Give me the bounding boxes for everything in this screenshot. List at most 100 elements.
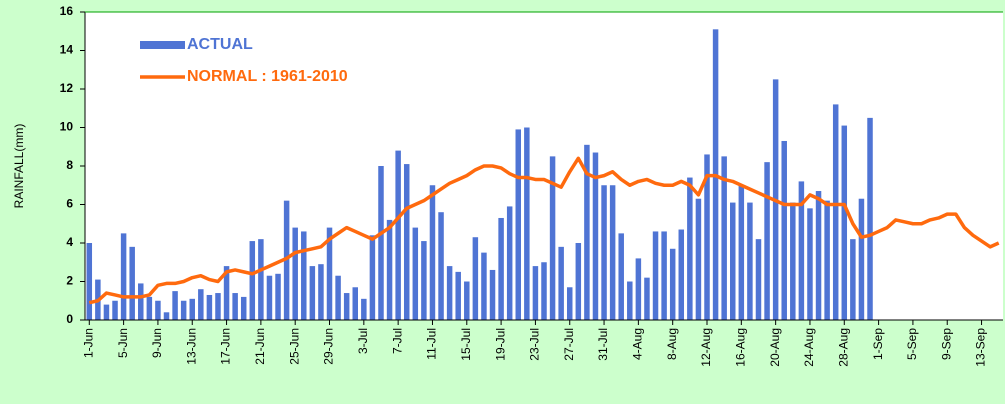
x-tick-label: 16-Aug — [733, 328, 747, 367]
bar — [858, 198, 865, 320]
bar — [421, 241, 427, 320]
bar — [146, 296, 153, 320]
y-tick-label: 8 — [66, 158, 73, 172]
bar — [721, 156, 727, 320]
line — [88, 156, 1000, 305]
bar — [738, 185, 745, 320]
bar — [481, 252, 487, 320]
bar — [455, 271, 461, 320]
bar — [378, 166, 384, 320]
bar — [730, 202, 736, 320]
bar — [549, 156, 556, 320]
x-tick-label: 27-Jul — [562, 328, 576, 361]
bar — [566, 287, 573, 320]
x-tick-label: 19-Jul — [493, 328, 507, 361]
bar — [215, 293, 221, 320]
x-tick-label: 7-Jul — [390, 328, 404, 354]
bar — [815, 191, 822, 320]
x-tick-label: 31-Jul — [596, 328, 610, 361]
bar — [755, 239, 762, 320]
bar — [687, 177, 693, 320]
x-tick-label: 13-Sep — [974, 328, 988, 367]
bar — [138, 283, 144, 320]
bar — [361, 298, 367, 320]
bar — [429, 185, 436, 320]
bar — [283, 200, 290, 320]
bar — [112, 300, 118, 320]
bar — [309, 266, 316, 320]
y-tick-label: 12 — [60, 81, 74, 95]
x-tick-label: 5-Jun — [116, 328, 130, 358]
bar — [446, 266, 453, 320]
bar — [609, 185, 616, 320]
x-tick-label: 9-Sep — [939, 328, 953, 360]
bar — [790, 202, 796, 320]
x-tick-label: 21-Jun — [253, 328, 267, 365]
bar — [669, 248, 676, 320]
x-tick-label: 12-Aug — [699, 328, 713, 367]
bar — [524, 127, 530, 320]
bar — [841, 125, 848, 320]
bar — [635, 258, 642, 320]
bar — [403, 164, 410, 320]
x-tick-label: 23-Jul — [528, 328, 542, 361]
x-tick-label: 20-Aug — [768, 328, 782, 367]
x-tick-label: 29-Jun — [322, 328, 336, 365]
bar — [352, 287, 358, 320]
bar — [86, 243, 93, 320]
bar — [867, 117, 873, 320]
x-tick-label: 15-Jul — [459, 328, 473, 361]
bar — [206, 294, 213, 320]
bar — [618, 233, 624, 320]
bar — [292, 227, 298, 320]
y-tick-label: 14 — [60, 43, 74, 57]
bar — [532, 266, 539, 320]
y-axis-label: RAINFALL(mm) — [12, 124, 26, 209]
bar — [155, 300, 161, 320]
bar — [369, 235, 376, 320]
bar — [678, 229, 685, 320]
bar — [326, 227, 333, 320]
bar — [498, 217, 504, 320]
x-tick-label: 5-Sep — [905, 328, 919, 360]
bar — [747, 202, 753, 320]
x-tick-label: 1-Sep — [871, 328, 885, 360]
bar — [558, 246, 564, 320]
bar — [781, 140, 787, 320]
bar — [232, 293, 238, 320]
bar — [318, 264, 324, 320]
x-tick-label: 13-Jun — [184, 328, 198, 365]
bar — [832, 104, 839, 321]
bar — [472, 237, 479, 320]
y-tick-label: 4 — [66, 235, 73, 249]
bar — [240, 296, 247, 320]
legend-label: ACTUAL — [187, 36, 253, 53]
y-tick-label: 10 — [60, 120, 74, 134]
bar — [129, 246, 135, 320]
bar — [249, 241, 256, 320]
bar — [103, 304, 110, 320]
bar — [798, 181, 805, 320]
x-tick-label: 28-Aug — [836, 328, 850, 367]
bar — [412, 227, 419, 320]
legend-label: NORMAL : 1961-2010 — [187, 68, 348, 85]
bar — [198, 289, 204, 320]
bar — [172, 291, 178, 320]
x-tick-label: 1-Jun — [81, 328, 95, 358]
bar — [704, 154, 710, 320]
bar — [644, 277, 650, 320]
x-tick-label: 9-Jun — [150, 328, 164, 358]
bar — [850, 239, 856, 320]
bar — [275, 273, 281, 320]
bar — [515, 129, 522, 320]
bar — [386, 219, 393, 320]
bar — [438, 212, 444, 320]
bar — [301, 231, 307, 320]
bar — [335, 275, 341, 320]
x-tick-label: 3-Jul — [356, 328, 370, 354]
y-tick-label: 16 — [60, 4, 74, 18]
bar — [627, 281, 633, 320]
bar — [464, 281, 470, 320]
bar — [120, 233, 127, 320]
bar — [652, 231, 659, 320]
